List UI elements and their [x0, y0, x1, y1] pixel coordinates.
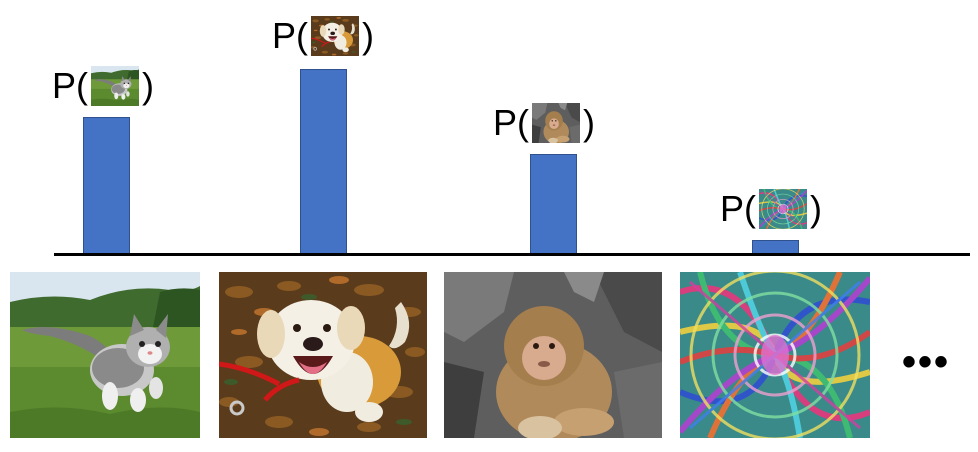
ellipsis-text: ••• — [902, 340, 951, 384]
p-open-text: P( — [720, 188, 756, 229]
cat-photo — [10, 272, 200, 438]
monkey-thumbnail — [532, 103, 580, 143]
probability-bar-cat — [83, 117, 130, 255]
cat-thumbnail — [91, 66, 139, 106]
probability-bar-monkey — [530, 154, 577, 255]
probability-label-dog: P( ) — [272, 14, 374, 58]
probability-bar-dog — [300, 69, 347, 255]
probability-label-monkey: P( ) — [493, 101, 595, 145]
dog-thumbnail — [311, 16, 359, 56]
noise-thumbnail — [759, 189, 807, 229]
p-open-text: P( — [493, 102, 529, 143]
p-close-text: ) — [142, 65, 154, 106]
dog-photo — [219, 272, 427, 438]
noise-pattern-image — [680, 272, 870, 438]
x-axis-baseline — [54, 253, 970, 256]
p-close-text: ) — [583, 102, 595, 143]
p-close-text: ) — [362, 15, 374, 56]
probability-label-cat: P( ) — [52, 64, 154, 108]
p-open-text: P( — [272, 15, 308, 56]
monkey-photo — [444, 272, 662, 438]
p-open-text: P( — [52, 65, 88, 106]
probability-label-noise: P( ) — [720, 187, 822, 231]
p-close-text: ) — [810, 188, 822, 229]
